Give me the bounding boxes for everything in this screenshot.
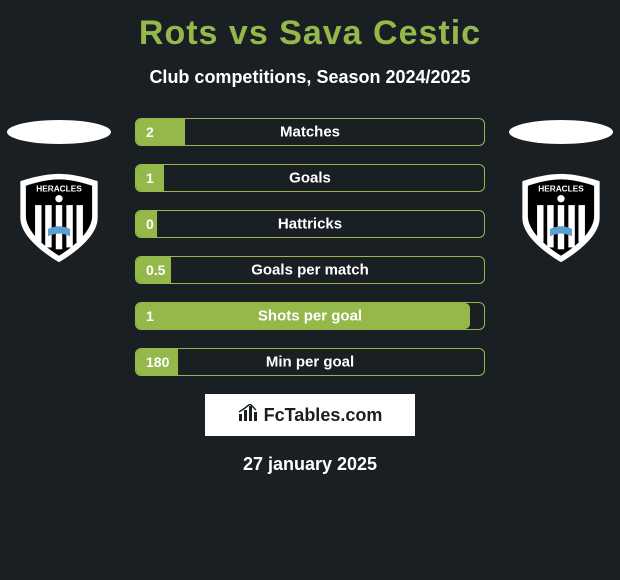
stat-row: 1 Shots per goal <box>135 302 485 330</box>
stat-label: Matches <box>280 124 340 141</box>
heracles-badge-icon: HERACLES <box>13 172 105 264</box>
stat-value-left: 0.5 <box>146 262 165 278</box>
stat-label: Goals <box>289 170 331 187</box>
player-right-area: HERACLES <box>506 112 616 264</box>
heracles-badge-icon: HERACLES <box>515 172 607 264</box>
stat-row: 0.5 Goals per match <box>135 256 485 284</box>
stat-label: Shots per goal <box>258 308 362 325</box>
player-right-club-badge: HERACLES <box>515 172 607 264</box>
stat-value-left: 1 <box>146 170 154 186</box>
date-label: 27 january 2025 <box>0 454 620 475</box>
player-left-avatar <box>7 120 111 144</box>
stat-label: Hattricks <box>278 216 342 233</box>
player-left-area: HERACLES <box>4 112 114 264</box>
stat-bar-left <box>136 119 185 145</box>
comparison-content: HERACLES HERACLES <box>0 112 620 475</box>
stats-container: 2 Matches 1 Goals 0 Hattricks 0.5 Goals per mat… <box>135 112 485 376</box>
player-left-club-badge: HERACLES <box>13 172 105 264</box>
stat-label: Goals per match <box>251 262 369 279</box>
page-title: Rots vs Sava Cestic <box>0 0 620 53</box>
branding-badge: FcTables.com <box>205 394 415 436</box>
stat-label: Min per goal <box>266 354 354 371</box>
stat-row: 2 Matches <box>135 118 485 146</box>
svg-text:HERACLES: HERACLES <box>538 184 584 193</box>
stat-value-left: 2 <box>146 124 154 140</box>
branding-text: FcTables.com <box>264 405 383 426</box>
chart-icon <box>238 404 258 427</box>
svg-text:HERACLES: HERACLES <box>36 184 82 193</box>
stat-row: 1 Goals <box>135 164 485 192</box>
stat-value-left: 0 <box>146 216 154 232</box>
player-right-avatar <box>509 120 613 144</box>
stat-value-left: 1 <box>146 308 154 324</box>
stat-row: 180 Min per goal <box>135 348 485 376</box>
subtitle: Club competitions, Season 2024/2025 <box>0 67 620 88</box>
stat-value-left: 180 <box>146 354 169 370</box>
stat-row: 0 Hattricks <box>135 210 485 238</box>
